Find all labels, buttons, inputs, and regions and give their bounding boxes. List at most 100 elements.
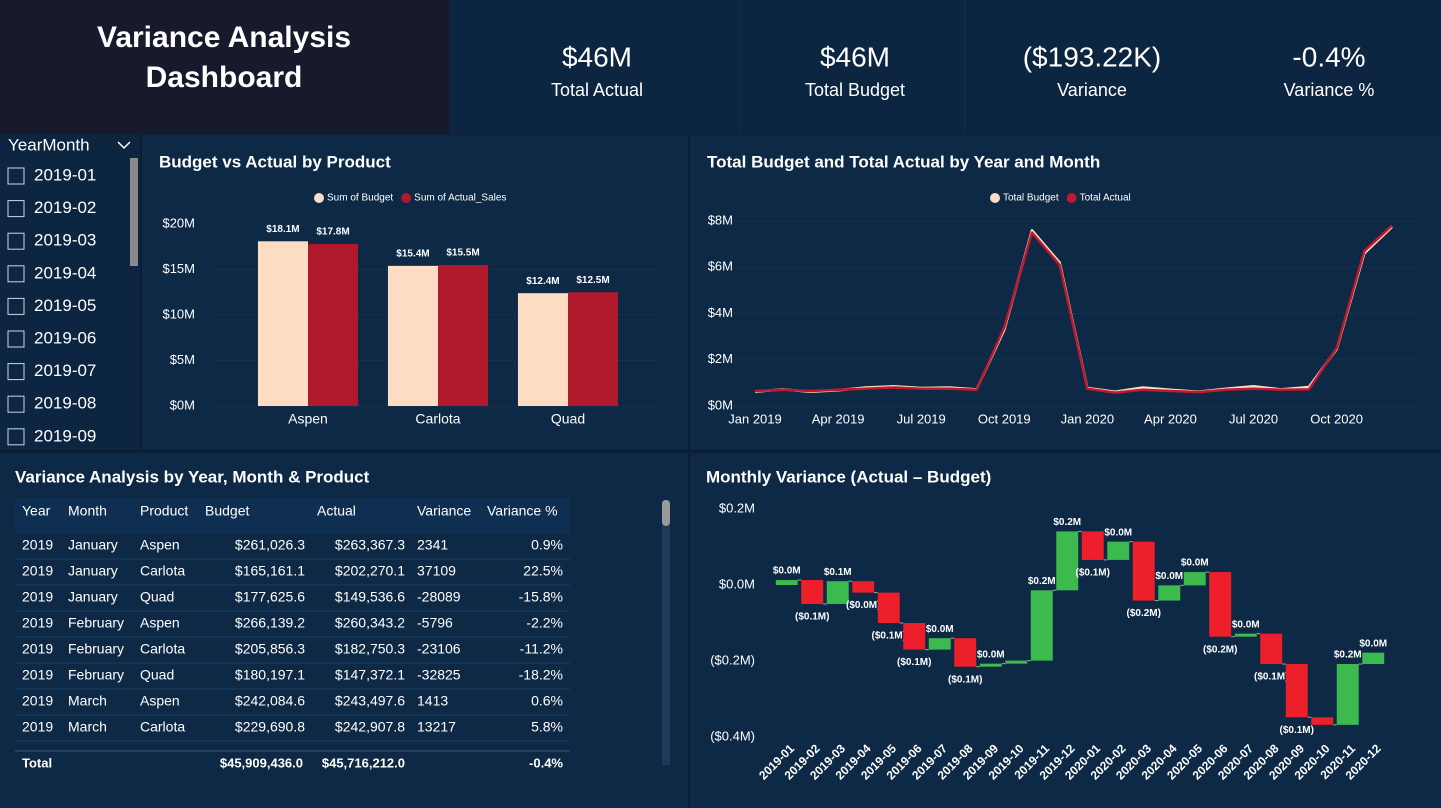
- table-header: Month: [68, 503, 107, 519]
- total-label: Total: [22, 755, 52, 770]
- table-cell: 2019: [22, 589, 53, 605]
- data-label: $0.0M: [1181, 558, 1209, 569]
- table-cell: $242,084.6: [235, 693, 305, 709]
- y-tick-label: $0.2M: [719, 500, 755, 515]
- table-cell: February: [68, 615, 124, 631]
- slicer-item[interactable]: 2019-09: [34, 426, 96, 445]
- table-cell: Aspen: [140, 693, 180, 709]
- slicer-item[interactable]: 2019-05: [34, 296, 96, 315]
- slicer-checkbox[interactable]: [7, 232, 25, 250]
- y-tick-label: $10M: [162, 306, 195, 321]
- x-tick-label: Jan 2020: [1061, 411, 1115, 426]
- chart-title: Total Budget and Total Actual by Year an…: [707, 152, 1100, 171]
- slicer-checkbox[interactable]: [7, 395, 25, 413]
- slicer-item[interactable]: 2019-03: [34, 231, 96, 250]
- data-label: $0.0M: [926, 624, 954, 635]
- y-tick-label: ($0.2M): [710, 652, 755, 667]
- slicer-checkbox[interactable]: [7, 167, 25, 185]
- x-tick-label: Quad: [551, 411, 585, 427]
- waterfall-bar: [1362, 652, 1385, 665]
- table-cell: -11.2%: [520, 641, 563, 657]
- slicer-checkbox[interactable]: [7, 363, 25, 381]
- slicer-item[interactable]: 2019-08: [34, 394, 96, 413]
- table-cell: March: [68, 719, 107, 735]
- data-label: $0.0M: [773, 566, 801, 577]
- x-tick-label: Oct 2019: [978, 411, 1031, 426]
- slicer-item[interactable]: 2019-01: [34, 165, 96, 184]
- waterfall-bar: [1158, 585, 1181, 601]
- table-cell: 5.8%: [531, 719, 563, 735]
- data-label: ($0.1M): [872, 631, 906, 642]
- total-variance-pct: -0.4%: [529, 755, 563, 770]
- data-label: ($0.0M): [846, 600, 880, 611]
- table-cell: -15.8%: [519, 589, 563, 605]
- table-cell: $261,026.3: [235, 537, 305, 553]
- slicer-checkbox[interactable]: [7, 330, 25, 348]
- bar: [308, 244, 359, 406]
- kpi-value: ($193.22K): [1023, 41, 1162, 72]
- waterfall-bar: [1056, 531, 1079, 591]
- waterfall-bar: [979, 663, 1002, 667]
- waterfall-bar: [1336, 664, 1359, 725]
- slicer-item[interactable]: 2019-06: [34, 328, 96, 347]
- slicer-checkbox[interactable]: [7, 428, 25, 446]
- data-label: ($0.1M): [897, 657, 931, 668]
- slicer-checkbox[interactable]: [7, 265, 25, 283]
- slicer-checkbox[interactable]: [7, 297, 25, 315]
- waterfall-bar: [1285, 664, 1308, 718]
- slicer-chevron[interactable]: [117, 141, 131, 150]
- data-label: ($0.2M): [1203, 644, 1237, 655]
- line-series: [754, 224, 1393, 394]
- table-cell: February: [68, 667, 124, 683]
- y-tick-label: $8M: [708, 212, 733, 227]
- x-tick-label: Carlota: [415, 411, 460, 427]
- waterfall-panel: [690, 453, 1441, 808]
- data-label: $0.0M: [977, 649, 1005, 660]
- waterfall-bar: [1081, 531, 1104, 560]
- table-cell: -23106: [417, 641, 461, 657]
- table-cell: -28089: [417, 589, 461, 605]
- table-cell: 22.5%: [523, 563, 563, 579]
- slicer-scrollbar[interactable]: [130, 158, 138, 266]
- table-header: Budget: [205, 503, 249, 519]
- waterfall-bar: [1311, 717, 1334, 725]
- x-tick-label: Jan 2019: [728, 411, 782, 426]
- table-header: Year: [22, 503, 51, 519]
- bar: [438, 264, 489, 406]
- waterfall-bar: [954, 638, 977, 667]
- table-cell: $229,690.8: [235, 719, 305, 735]
- table-cell: $266,139.2: [235, 615, 305, 631]
- table-cell: 2019: [22, 563, 53, 579]
- data-label: $12.5M: [576, 275, 609, 286]
- waterfall-bar: [928, 638, 951, 650]
- slicer-item[interactable]: 2019-02: [34, 198, 96, 217]
- table-cell: Carlota: [140, 563, 185, 579]
- data-label: ($0.1M): [795, 612, 829, 623]
- slicer-item[interactable]: 2019-04: [34, 263, 96, 282]
- y-tick-label: $4M: [708, 305, 733, 320]
- table-cell: $205,856.3: [235, 641, 305, 657]
- table-cell: February: [68, 641, 124, 657]
- data-label: $0.0M: [1155, 571, 1183, 582]
- data-label: ($0.1M): [948, 674, 982, 685]
- table-cell: 0.9%: [531, 537, 563, 553]
- table-scrollbar[interactable]: [662, 500, 670, 526]
- table-cell: 2019: [22, 537, 53, 553]
- x-tick-label: Jul 2019: [897, 411, 946, 426]
- data-label: $0.2M: [1028, 576, 1056, 587]
- dashboard-title: Variance Analysis Dashboard: [96, 21, 352, 94]
- total-budget: $45,909,436.0: [220, 755, 303, 770]
- slicer-checkbox[interactable]: [7, 200, 25, 218]
- waterfall-bar: [1183, 572, 1206, 586]
- table-cell: 13217: [417, 719, 456, 735]
- bar: [517, 293, 568, 406]
- slicer-item[interactable]: 2019-07: [34, 361, 96, 380]
- table-title: Variance Analysis by Year, Month & Produ…: [15, 467, 370, 486]
- waterfall-bar: [1030, 590, 1053, 661]
- data-label: $15.5M: [446, 248, 479, 259]
- bar: [257, 241, 308, 406]
- kpi-label: Total Actual: [551, 80, 643, 100]
- chart-title: Monthly Variance (Actual – Budget): [706, 467, 991, 486]
- total-actual: $45,716,212.0: [322, 755, 405, 770]
- waterfall-bar: [877, 592, 900, 623]
